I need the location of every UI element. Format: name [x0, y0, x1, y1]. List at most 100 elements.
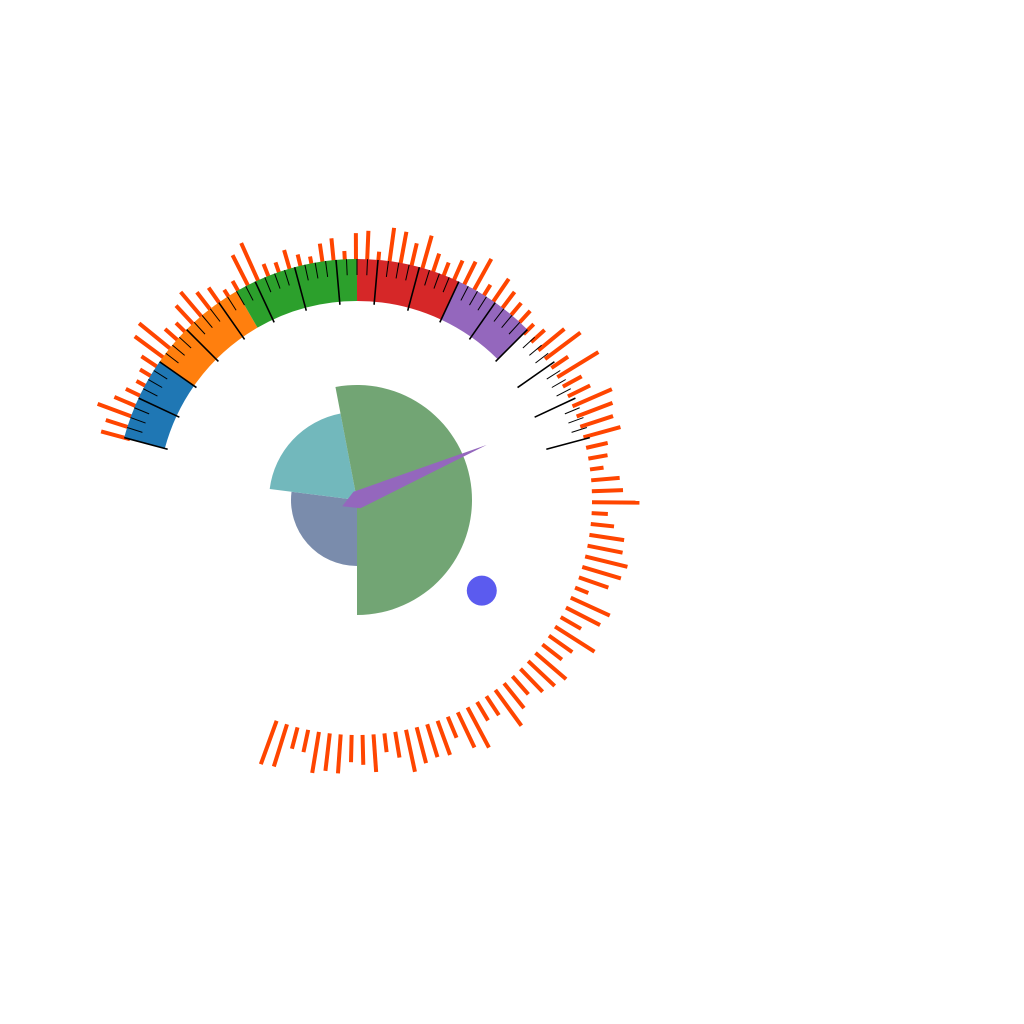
marker-layer [466, 575, 497, 606]
outer-bar [435, 720, 452, 756]
minor-tick [314, 262, 319, 279]
outer-bar [258, 720, 279, 765]
outer-bar [230, 254, 253, 292]
minor-tick [424, 270, 430, 286]
gauge-ticks-layer [124, 259, 590, 451]
gauge-band [124, 361, 194, 449]
pie-slice [269, 413, 357, 500]
major-tick [373, 259, 379, 305]
minor-tick [508, 321, 521, 335]
minor-tick [345, 259, 348, 276]
major-tick [335, 259, 341, 305]
gauge-band [357, 259, 459, 320]
minor-tick [501, 315, 513, 328]
major-tick [186, 329, 219, 362]
outer-bar [559, 615, 582, 631]
major-tick [517, 361, 555, 389]
outer-bar [589, 465, 604, 472]
minor-tick [535, 352, 549, 364]
gauge-needle [342, 444, 487, 509]
minor-tick [522, 336, 536, 349]
minor-tick [546, 370, 561, 380]
outer-bar [543, 330, 582, 361]
outer-bar [590, 522, 615, 529]
outer-bar [574, 585, 590, 595]
outer-bar [349, 734, 354, 763]
minor-tick [325, 260, 329, 277]
major-tick [124, 436, 168, 451]
major-tick [439, 281, 460, 323]
outer-bar [484, 695, 501, 717]
minor-tick [385, 260, 389, 277]
minor-tick [165, 352, 179, 364]
outer-bar [550, 355, 570, 370]
minor-tick [571, 427, 587, 433]
outer-bar [561, 374, 583, 389]
outer-bar [547, 633, 574, 654]
outer-bars-layer [96, 227, 640, 774]
outer-bar [591, 511, 608, 517]
outer-bar [537, 327, 566, 353]
outer-bar [289, 726, 300, 750]
minor-tick [134, 407, 150, 415]
outer-bar [582, 425, 621, 440]
marker-dot [466, 575, 497, 606]
outer-bar [137, 321, 176, 354]
outer-bar [414, 726, 429, 764]
minor-tick [274, 273, 281, 289]
outer-bar [529, 328, 546, 344]
outer-bar [455, 711, 477, 749]
outer-bar [510, 674, 530, 696]
minor-tick [264, 277, 272, 293]
outer-bar [493, 688, 523, 727]
pie-slice [290, 491, 357, 566]
outer-bar [567, 383, 591, 399]
outer-bar [310, 731, 321, 774]
outer-bar [96, 401, 138, 421]
minor-tick [201, 315, 213, 328]
major-tick [159, 361, 197, 389]
outer-bar [589, 532, 625, 543]
outer-bar [382, 733, 389, 753]
minor-tick [284, 270, 290, 286]
major-tick [138, 397, 180, 418]
major-tick [218, 302, 246, 340]
major-tick [406, 267, 421, 311]
outer-bar [584, 554, 628, 569]
minor-tick [153, 370, 168, 380]
minor-tick [209, 308, 221, 322]
minor-tick [178, 336, 192, 349]
outer-bar [386, 227, 397, 268]
major-tick [495, 329, 528, 362]
minor-tick [236, 291, 245, 306]
outer-bar [585, 441, 609, 450]
outer-bar [425, 723, 440, 758]
major-tick [468, 302, 496, 340]
pie-layer [269, 385, 472, 615]
outer-bar [587, 543, 623, 555]
minor-tick [442, 277, 450, 293]
outer-bar [271, 723, 289, 768]
outer-bar [553, 624, 596, 654]
outer-bar [569, 595, 611, 618]
minor-tick [172, 344, 185, 356]
gauge-bands-layer [124, 259, 528, 449]
minor-tick [493, 308, 505, 322]
outer-bar [587, 453, 608, 461]
minor-tick [304, 264, 309, 281]
major-tick [546, 436, 590, 451]
outer-bar [591, 488, 624, 494]
minor-tick [460, 285, 469, 301]
outer-bar [575, 400, 614, 419]
outer-bar [541, 642, 564, 662]
needle-layer [342, 444, 487, 509]
gauge-band [441, 281, 528, 360]
gauge-band [159, 291, 258, 386]
minor-tick [142, 388, 158, 397]
outer-bar [571, 387, 613, 409]
outer-bar [393, 731, 402, 758]
outer-bar [239, 242, 263, 287]
outer-bar [579, 414, 614, 429]
outer-bar [323, 733, 332, 772]
outer-bar [534, 651, 568, 681]
